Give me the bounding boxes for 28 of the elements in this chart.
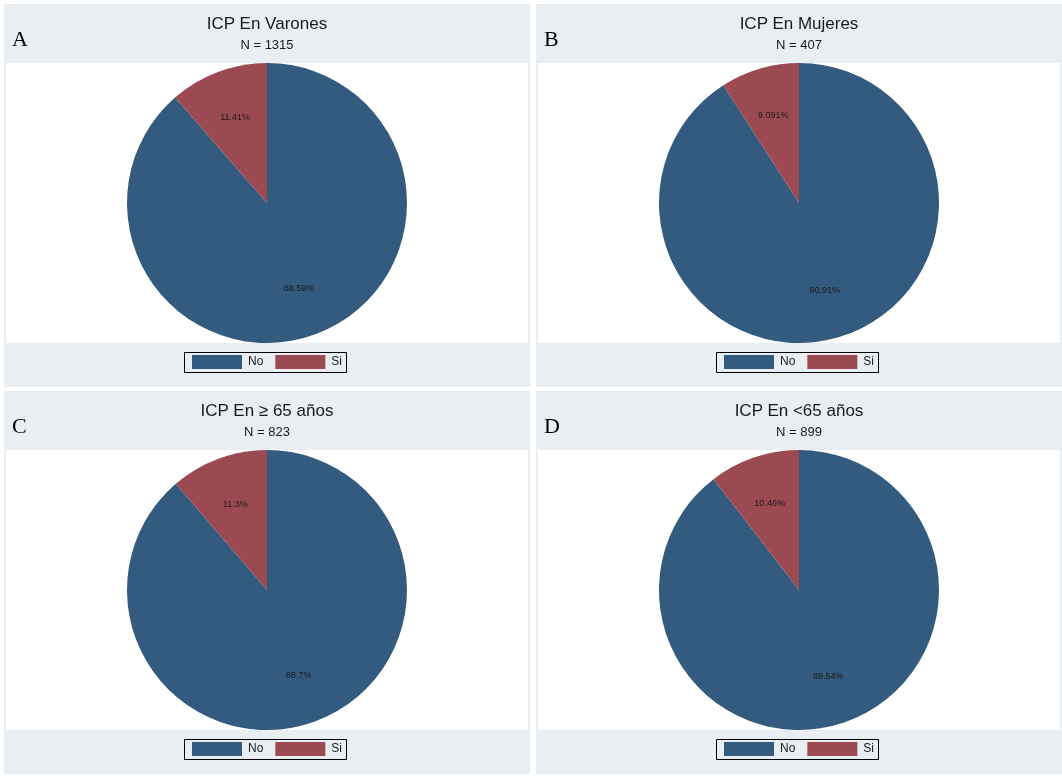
text: A	[12, 26, 28, 52]
data-label: 11.3%	[222, 499, 248, 510]
data-label: 10.46%	[754, 498, 785, 509]
data-label: 88.7%	[285, 669, 312, 680]
data-label: 90.91%	[809, 284, 840, 295]
data-label: 9.091%	[758, 110, 789, 121]
legend-label: No	[780, 741, 796, 756]
chart-subtitle: N = 899	[776, 424, 822, 439]
chart-title: ICP En Varones	[206, 14, 328, 33]
legend-label: Si	[331, 354, 343, 369]
legend-label: Si	[863, 354, 875, 369]
text: D	[544, 413, 560, 439]
chart-subtitle: N = 407	[776, 37, 822, 52]
chart-title: ICP En <65 años	[734, 401, 864, 420]
chart-title: ICP En Mujeres	[739, 14, 859, 33]
chart-subtitle: N = 823	[244, 424, 290, 439]
data-label: 11.41%	[220, 112, 250, 123]
legend-label: No	[248, 354, 264, 369]
legend-label: No	[248, 741, 264, 756]
text: B	[544, 26, 559, 52]
text: C	[12, 413, 27, 439]
legend-label: Si	[331, 741, 343, 756]
legend-label: No	[780, 354, 796, 369]
data-label: 88.59%	[283, 282, 315, 293]
data-label: 89.54%	[813, 670, 844, 681]
legend-label: Si	[863, 741, 875, 756]
chart-subtitle: N = 1315	[240, 37, 294, 52]
chart-title: ICP En ≥ 65 años	[200, 401, 334, 420]
